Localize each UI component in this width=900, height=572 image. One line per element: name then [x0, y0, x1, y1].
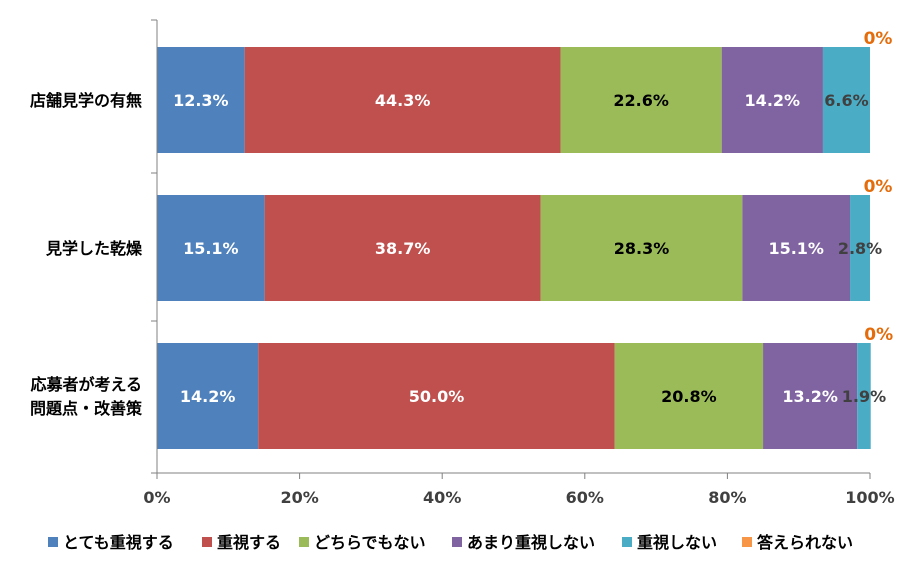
bar-segment: [763, 343, 858, 449]
data-label: 14.2%: [745, 91, 801, 110]
legend-swatch: [452, 537, 462, 547]
data-label: 15.1%: [183, 239, 239, 258]
data-label: 15.1%: [768, 239, 824, 258]
bar-segment: [857, 343, 871, 449]
x-tick-label: 0%: [143, 488, 170, 507]
bar-segment: [264, 195, 541, 301]
legend-label: どちらでもない: [314, 533, 426, 552]
bar-segment: [157, 195, 265, 301]
data-label: 1.9%: [842, 387, 886, 406]
legend-label: とても重視する: [63, 533, 174, 552]
legend-label: あまり重視しない: [467, 533, 595, 552]
x-tick-labels-layer: 0% 20% 40% 60% 80% 100%: [143, 488, 894, 507]
data-label: 0%: [864, 29, 893, 49]
data-label: 14.2%: [180, 387, 236, 406]
bars-layer: [157, 47, 871, 449]
category-label: 問題点・改善策: [30, 399, 143, 418]
x-tick-label: 20%: [280, 488, 318, 507]
bar-segment: [822, 47, 870, 153]
data-label: 22.6%: [613, 91, 669, 110]
bar-segment: [850, 195, 870, 301]
bar-segment: [721, 47, 823, 153]
category-label: 応募者が考える: [30, 375, 142, 394]
data-label: 50.0%: [409, 387, 465, 406]
x-tick-label: 100%: [845, 488, 894, 507]
bar-segment: [157, 47, 245, 153]
legend-label: 答えられない: [757, 533, 853, 552]
bar-segment: [540, 195, 743, 301]
bar-segment: [560, 47, 722, 153]
legend-label: 重視する: [217, 533, 281, 552]
axes-layer: [151, 19, 871, 479]
legend-swatch: [622, 537, 632, 547]
legend-swatch: [48, 537, 58, 547]
legend-swatch: [202, 537, 212, 547]
x-tick-label: 60%: [566, 488, 604, 507]
category-label: 見学した乾燥: [45, 239, 143, 258]
bar-segment: [258, 343, 615, 449]
legend-swatch: [742, 537, 752, 547]
data-label: 0%: [864, 325, 893, 345]
data-label: 20.8%: [661, 387, 717, 406]
data-label: 2.8%: [838, 239, 882, 258]
category-label: 店舗見学の有無: [30, 91, 142, 110]
data-label: 0%: [864, 177, 893, 197]
bar-segment: [742, 195, 851, 301]
data-label: 6.6%: [824, 91, 868, 110]
legend-label: 重視しない: [637, 533, 717, 552]
legend: とても重視する 重視する どちらでもない あまり重視しない 重視しない 答えられない: [48, 533, 853, 552]
bar-segment: [244, 47, 561, 153]
x-tick-label: 80%: [708, 488, 746, 507]
bar-segment: [157, 343, 259, 449]
data-label: 44.3%: [375, 91, 431, 110]
legend-swatch: [299, 537, 309, 547]
data-label: 38.7%: [375, 239, 431, 258]
x-tick-label: 40%: [423, 488, 461, 507]
data-label: 13.2%: [782, 387, 838, 406]
bar-segment: [614, 343, 764, 449]
data-label: 12.3%: [173, 91, 229, 110]
segment-labels-layer: 12.3% 44.3% 22.6% 14.2% 6.6% 0% 15.1% 38.7% 28.3…: [173, 29, 893, 406]
data-label: 28.3%: [614, 239, 670, 258]
